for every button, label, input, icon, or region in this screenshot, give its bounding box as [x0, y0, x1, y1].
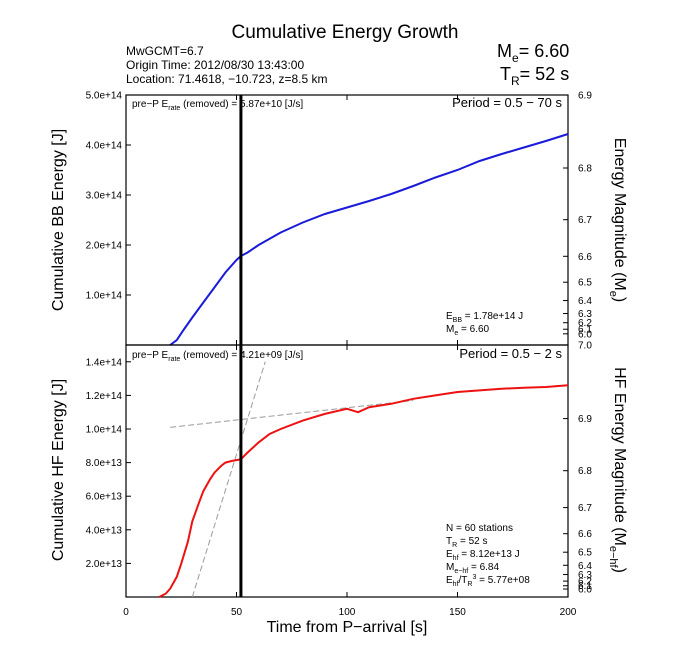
hf-stat-duration: TR = 52 s — [446, 536, 487, 549]
bb-y2tick-label: 6.3 — [578, 309, 592, 320]
hf-y2tick-label: 6.3 — [578, 570, 592, 581]
event-location: Location: 71.4618, −10.723, z=8.5 km — [126, 72, 327, 86]
bb-ylabel: Cumulative BB Energy [J] — [50, 129, 67, 311]
bb-y2tick-label: 6.0 — [578, 329, 592, 340]
hf-stat-magnitude: Me−hf = 6.84 — [446, 562, 499, 575]
bb-energy-panel: 1.0e+142.0e+143.0e+144.0e+145.0e+14 6.06… — [50, 91, 628, 346]
hf-energy-panel: 2.0e+13 4.0e+13 6.0e+13 8.0e+13 1.0e+14 1.2e+… — [50, 341, 628, 619]
tr-readout: TR= 52 s — [500, 64, 569, 88]
hf-energy-curve — [158, 384, 569, 598]
hf-ytick-label: 4.0e+13 — [86, 525, 123, 536]
hf-y2tick-label: 6.2 — [578, 577, 592, 588]
hf-xtick-label: 50 — [231, 607, 243, 618]
hf-period-label: Period = 0.5 − 2 s — [459, 346, 562, 361]
bb-y2tick-label: 6.6 — [578, 252, 592, 263]
hf-stat-stations: N = 60 stations — [446, 523, 513, 534]
hf-y2tick-label: 6.9 — [578, 414, 592, 425]
bb-energy-curve — [169, 133, 569, 346]
hf-y2label: HF Energy Magnitude (Me−hf) — [607, 367, 628, 573]
hf-fit-dashed-line — [170, 399, 414, 428]
hf-y2tick-label: 7.0 — [578, 341, 592, 352]
bb-plot-frame — [125, 94, 569, 346]
bb-stat-energy: EBB = 1.78e+14 J — [446, 311, 523, 324]
bb-y2tick-label: 6.9 — [578, 91, 592, 102]
event-magnitude: MwGCMT=6.7 — [126, 44, 204, 58]
bb-period-label: Period = 0.5 − 70 s — [452, 95, 562, 110]
hf-y2tick-label: 6.5 — [578, 548, 592, 559]
bb-y2tick-label: 6.4 — [578, 296, 592, 307]
bb-y2label: Energy Magnitude (Me) — [607, 138, 628, 302]
hf-xtick-label: 200 — [560, 607, 577, 618]
hf-y2tick-label: 6.4 — [578, 561, 592, 572]
origin-time: Origin Time: 2012/08/30 13:43:00 — [126, 58, 304, 72]
bb-y2tick-label: 6.5 — [578, 278, 592, 289]
hf-ytick-label: 2.0e+13 — [86, 559, 123, 570]
bb-y2tick-label: 6.1 — [578, 325, 592, 336]
hf-y2tick-label: 6.0 — [578, 585, 592, 596]
bb-y2tick-label: 6.7 — [578, 215, 592, 226]
hf-ytick-label: 6.0e+13 — [86, 492, 123, 503]
hf-ytick-label: 1.4e+14 — [86, 357, 123, 368]
hf-prep-annotation: pre−P Erate (removed) = 4.21e+09 [J/s] — [132, 350, 303, 363]
hf-fit-dashed-line — [191, 361, 266, 598]
bb-ytick-label: 2.0e+14 — [86, 241, 123, 252]
hf-y2tick-label: 6.6 — [578, 529, 592, 540]
bb-prep-annotation: pre−P Erate (removed) = 5.87e+10 [J/s] — [132, 99, 303, 112]
hf-xtick-label: 0 — [123, 607, 129, 618]
bb-y2tick-label: 6.2 — [578, 318, 592, 329]
hf-stat-energy: Ehf = 8.12e+13 J — [446, 549, 520, 562]
hf-y2tick-label: 6.7 — [578, 503, 592, 514]
hf-ytick-label: 1.2e+14 — [86, 391, 123, 402]
x-axis-label: Time from P−arrival [s] — [267, 619, 428, 636]
bb-ytick-label: 4.0e+14 — [86, 141, 123, 152]
bb-ytick-label: 3.0e+14 — [86, 191, 123, 202]
me-readout: Me= 6.60 — [497, 41, 569, 65]
hf-xtick-label: 150 — [449, 607, 466, 618]
bb-stat-magnitude: Me = 6.60 — [446, 324, 490, 337]
hf-xtick-label: 100 — [339, 607, 356, 618]
hf-ytick-label: 8.0e+13 — [86, 458, 123, 469]
hf-ytick-label: 1.0e+14 — [86, 425, 123, 436]
hf-y2tick-label: 6.8 — [578, 466, 592, 477]
hf-y2tick-label: 6.1 — [578, 581, 592, 592]
hf-stat-ratio: Ehf/TR3 = 5.77e+08 — [446, 574, 530, 588]
bb-ytick-label: 1.0e+14 — [86, 291, 123, 302]
chart-title: Cumulative Energy Growth — [231, 22, 458, 43]
bb-ytick-label: 5.0e+14 — [86, 91, 123, 102]
hf-ylabel: Cumulative HF Energy [J] — [50, 379, 67, 561]
bb-y2tick-label: 6.8 — [578, 164, 592, 175]
